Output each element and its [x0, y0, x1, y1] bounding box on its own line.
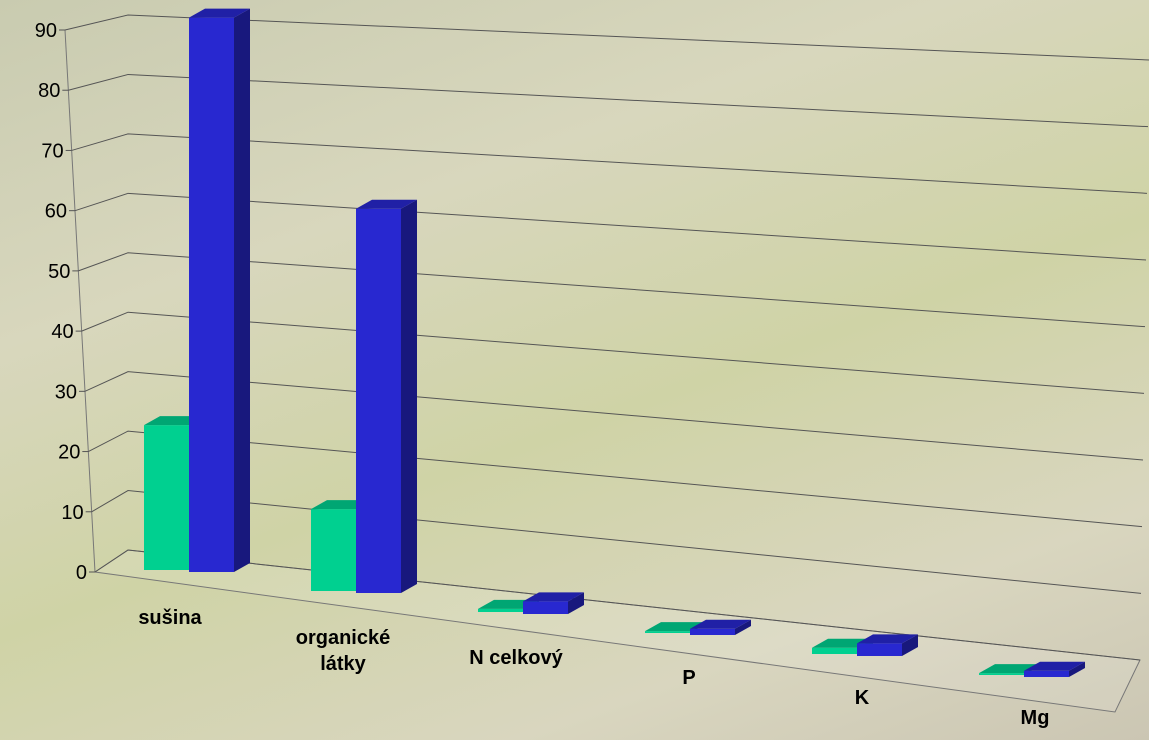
bar: [189, 8, 250, 573]
x-tick-label: Mg: [1020, 707, 1050, 729]
bar-face: [144, 425, 189, 570]
bar-face: [690, 619, 751, 629]
y-axis: [64, 29, 96, 573]
y-tick-label: 50: [48, 261, 70, 283]
bar-face: [857, 643, 902, 656]
bar-face: [690, 628, 735, 635]
bar-face: [356, 199, 417, 209]
bar-face: [401, 199, 417, 593]
grid-line: [68, 73, 1149, 128]
grid-line: [64, 14, 1149, 61]
bar-face: [979, 673, 1024, 675]
bar-face: [735, 619, 751, 635]
x-tick-label: N celkový: [469, 647, 563, 669]
bar: [857, 634, 918, 656]
y-tick-label: 20: [58, 442, 80, 464]
bar-face: [189, 17, 234, 573]
bar-face: [523, 601, 568, 614]
y-tick-label: 30: [55, 381, 77, 403]
x-tick-label: P: [682, 667, 696, 689]
y-tick-label: 80: [38, 80, 60, 102]
grid-line: [71, 133, 1148, 194]
x-tick-label: organické látky: [295, 627, 391, 675]
y-tick-label: 60: [45, 201, 67, 223]
y-tick-label: 10: [61, 502, 83, 524]
bar-face: [568, 592, 584, 614]
bar: [523, 592, 584, 614]
bar-face: [1024, 670, 1069, 677]
x-tick-label: sušina: [138, 607, 202, 629]
bar-face: [812, 647, 857, 654]
bar-face: [234, 8, 250, 573]
bar-face: [1069, 661, 1085, 677]
grid-line: [78, 252, 1146, 328]
bar-face: [857, 634, 918, 644]
grid-line: [74, 192, 1147, 261]
bar-face: [1024, 661, 1085, 671]
grid-line: [81, 311, 1145, 394]
grid-line: [94, 549, 1141, 661]
bar: [356, 199, 417, 593]
y-tick-label: 40: [51, 321, 73, 343]
grid-line: [84, 371, 1144, 461]
bar-face: [356, 208, 401, 593]
y-tick-label: 70: [41, 140, 63, 162]
bar: [1024, 661, 1085, 677]
bar-face: [311, 509, 356, 591]
grid-line: [88, 430, 1143, 528]
y-tick-label: 0: [76, 562, 87, 584]
bar-face: [645, 631, 690, 633]
x-tick-label: K: [854, 687, 870, 709]
y-tick-label: 90: [35, 20, 57, 42]
bar-face: [478, 608, 523, 612]
grid-line: [91, 490, 1142, 594]
bar-face: [523, 592, 584, 602]
bar: [690, 619, 751, 635]
bar-face: [902, 634, 918, 656]
bar-face: [189, 8, 250, 18]
